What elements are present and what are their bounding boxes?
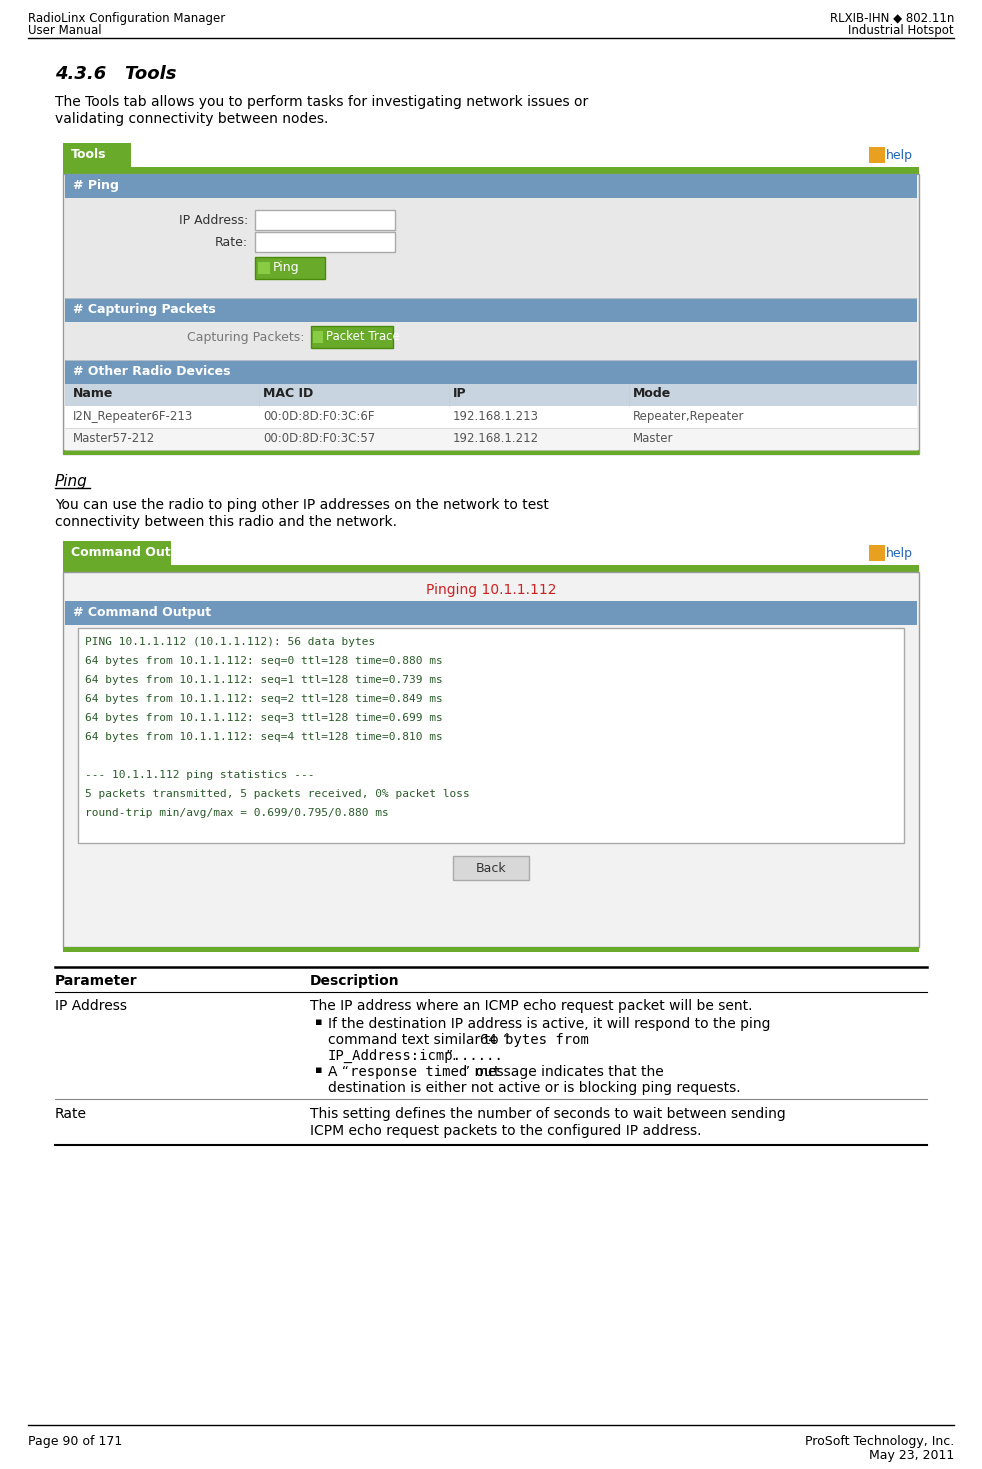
Bar	[255, 210, 395, 231]
Text: Name: Name	[73, 386, 113, 400]
Text: May 23, 2011: May 23, 2011	[869, 1448, 954, 1462]
Text: User Manual: User Manual	[28, 24, 101, 37]
Bar	[65, 298, 917, 322]
Text: IP Address:: IP Address:	[179, 214, 248, 228]
Bar	[453, 856, 529, 880]
Text: RLXIB-IHN ◆ 802.11n: RLXIB-IHN ◆ 802.11n	[830, 12, 954, 25]
Text: 64 bytes from 10.1.1.112: seq=2 ttl=128 time=0.849 ms: 64 bytes from 10.1.1.112: seq=2 ttl=128 …	[85, 693, 443, 704]
Text: IP: IP	[453, 386, 466, 400]
Text: 5 packets transmitted, 5 packets received, 0% packet loss: 5 packets transmitted, 5 packets receive…	[85, 789, 469, 799]
Bar	[78, 629, 904, 843]
Text: ”.: ”.	[446, 1049, 458, 1064]
Bar	[63, 450, 919, 455]
Bar	[255, 232, 395, 253]
Text: 64 bytes from 10.1.1.112: seq=1 ttl=128 time=0.739 ms: 64 bytes from 10.1.1.112: seq=1 ttl=128 …	[85, 674, 443, 685]
Text: # Capturing Packets: # Capturing Packets	[73, 303, 216, 316]
Text: Pinging 10.1.1.112: Pinging 10.1.1.112	[426, 583, 556, 596]
Text: Command Output: Command Output	[71, 546, 194, 560]
Text: I2N_Repeater6F-213: I2N_Repeater6F-213	[73, 410, 193, 423]
Text: A “: A “	[328, 1065, 349, 1080]
Bar	[65, 360, 917, 383]
Text: ▪: ▪	[315, 1017, 322, 1027]
Text: Master57-212: Master57-212	[73, 432, 155, 445]
Text: Capturing Packets:: Capturing Packets:	[188, 331, 305, 344]
Text: Rate:: Rate:	[215, 237, 248, 250]
Bar	[258, 261, 270, 275]
Text: You can use the radio to ping other IP addresses on the network to test: You can use the radio to ping other IP a…	[55, 498, 549, 513]
Text: response timed out: response timed out	[350, 1065, 501, 1080]
Text: ProSoft Technology, Inc.: ProSoft Technology, Inc.	[805, 1435, 954, 1448]
Text: 00:0D:8D:F0:3C:57: 00:0D:8D:F0:3C:57	[263, 432, 375, 445]
Text: IP_Address:icmp......: IP_Address:icmp......	[328, 1049, 504, 1064]
Text: The IP address where an ICMP echo request packet will be sent.: The IP address where an ICMP echo reques…	[310, 999, 752, 1014]
Text: # Other Radio Devices: # Other Radio Devices	[73, 364, 231, 378]
Text: Description: Description	[310, 974, 400, 989]
Text: 64 bytes from: 64 bytes from	[480, 1033, 589, 1047]
Text: --- 10.1.1.112 ping statistics ---: --- 10.1.1.112 ping statistics ---	[85, 770, 314, 780]
Text: ▪: ▪	[315, 1065, 322, 1075]
Text: 64 bytes from 10.1.1.112: seq=4 ttl=128 time=0.810 ms: 64 bytes from 10.1.1.112: seq=4 ttl=128 …	[85, 732, 443, 742]
Bar	[63, 541, 171, 566]
Text: PING 10.1.1.112 (10.1.1.112): 56 data bytes: PING 10.1.1.112 (10.1.1.112): 56 data by…	[85, 638, 375, 646]
Bar	[65, 198, 917, 298]
Bar	[65, 405, 917, 427]
Bar	[255, 257, 325, 279]
Text: Ping: Ping	[273, 261, 300, 275]
Text: ” message indicates that the: ” message indicates that the	[463, 1065, 664, 1080]
Text: 64 bytes from 10.1.1.112: seq=0 ttl=128 time=0.880 ms: 64 bytes from 10.1.1.112: seq=0 ttl=128 …	[85, 657, 443, 665]
Text: MAC ID: MAC ID	[263, 386, 313, 400]
Text: Mode: Mode	[633, 386, 672, 400]
Text: help: help	[886, 546, 913, 560]
Bar	[313, 331, 323, 342]
Text: Industrial Hotspot: Industrial Hotspot	[848, 24, 954, 37]
Text: Parameter: Parameter	[55, 974, 137, 989]
Text: Packet Trace: Packet Trace	[326, 331, 400, 342]
Text: Tools: Tools	[71, 148, 106, 162]
Bar	[63, 142, 131, 167]
Bar	[65, 601, 917, 624]
Bar	[869, 545, 885, 561]
Text: This setting defines the number of seconds to wait between sending: This setting defines the number of secon…	[310, 1108, 786, 1121]
Text: Back: Back	[475, 862, 507, 876]
Bar	[63, 948, 919, 952]
Text: Ping: Ping	[55, 474, 87, 489]
Text: IP Address: IP Address	[55, 999, 127, 1014]
Text: # Command Output: # Command Output	[73, 607, 211, 618]
Text: Master: Master	[633, 432, 674, 445]
Text: Page 90 of 171: Page 90 of 171	[28, 1435, 122, 1448]
Text: connectivity between this radio and the network.: connectivity between this radio and the …	[55, 516, 397, 529]
Text: validating connectivity between nodes.: validating connectivity between nodes.	[55, 112, 328, 126]
Bar	[63, 566, 919, 571]
Text: Rate: Rate	[55, 1108, 87, 1121]
Bar	[65, 173, 917, 198]
Bar	[63, 167, 919, 173]
Bar	[869, 147, 885, 163]
Text: command text similar to “: command text similar to “	[328, 1033, 510, 1047]
Text: # Ping: # Ping	[73, 179, 119, 192]
Text: 4.3.6   Tools: 4.3.6 Tools	[55, 65, 177, 84]
Text: RadioLinx Configuration Manager: RadioLinx Configuration Manager	[28, 12, 225, 25]
Text: destination is either not active or is blocking ping requests.: destination is either not active or is b…	[328, 1081, 740, 1094]
Bar	[65, 427, 917, 450]
Text: 00:0D:8D:F0:3C:6F: 00:0D:8D:F0:3C:6F	[263, 410, 374, 423]
Text: The Tools tab allows you to perform tasks for investigating network issues or: The Tools tab allows you to perform task…	[55, 95, 588, 109]
Bar	[63, 571, 919, 948]
Text: ICPM echo request packets to the configured IP address.: ICPM echo request packets to the configu…	[310, 1124, 701, 1138]
Bar	[63, 173, 919, 454]
Text: If the destination IP address is active, it will respond to the ping: If the destination IP address is active,…	[328, 1017, 771, 1031]
Text: help: help	[886, 148, 913, 162]
Text: round-trip min/avg/max = 0.699/0.795/0.880 ms: round-trip min/avg/max = 0.699/0.795/0.8…	[85, 808, 389, 818]
Bar	[65, 322, 917, 360]
Bar	[311, 326, 393, 348]
Text: 64 bytes from 10.1.1.112: seq=3 ttl=128 time=0.699 ms: 64 bytes from 10.1.1.112: seq=3 ttl=128 …	[85, 712, 443, 723]
Text: Repeater,Repeater: Repeater,Repeater	[633, 410, 744, 423]
Text: 192.168.1.212: 192.168.1.212	[453, 432, 539, 445]
Bar	[65, 383, 917, 405]
Text: 192.168.1.213: 192.168.1.213	[453, 410, 539, 423]
